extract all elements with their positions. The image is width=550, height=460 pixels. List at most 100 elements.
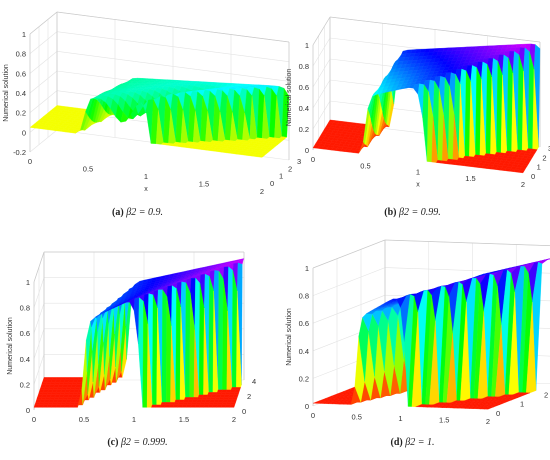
z-tick-label: 0.2 <box>20 380 30 389</box>
x-tick-label: 0 <box>32 415 36 424</box>
z-tick-label: 0.6 <box>299 319 309 328</box>
grid-line <box>56 51 290 82</box>
x-tick-label: 1 <box>416 168 420 177</box>
x-tick-label: 1.5 <box>465 174 475 183</box>
z-tick-label: 1 <box>22 30 26 39</box>
surface-patch <box>231 397 238 401</box>
z-tick-label: 0 <box>22 128 26 137</box>
z-tick-label: 0.8 <box>20 304 30 313</box>
z-axis-label: Numerical solution <box>286 69 293 127</box>
axis-edge <box>29 11 58 35</box>
z-axis-label: Numerical solution <box>286 308 293 366</box>
grid-line <box>312 79 331 109</box>
y-tick-label: 3 <box>297 157 301 166</box>
grid-line <box>312 100 331 130</box>
z-tick-label: 0 <box>305 146 309 155</box>
caption-c: (c) β2 = 0.999. <box>0 437 275 448</box>
z-tick-label: 1 <box>305 41 309 50</box>
y-tick-label: 0 <box>242 407 246 416</box>
z-tick-label: 0.4 <box>299 104 309 113</box>
y-tick-label: 0 <box>270 179 274 188</box>
z-tick-label: 1 <box>305 264 309 273</box>
z-tick-label: 0 <box>305 402 309 411</box>
y-tick-label: 3 <box>548 144 550 153</box>
x-tick-label: 2 <box>486 417 490 426</box>
surface-patch <box>233 392 240 396</box>
grid-line <box>29 129 58 153</box>
x-tick-label: 1 <box>132 415 136 424</box>
z-axis-label: Numerical solution <box>3 64 10 122</box>
y-tick-label: 1 <box>537 163 541 172</box>
surface-plot-a: 00.511.520123-0.200.20.40.60.81Numerical… <box>3 11 301 196</box>
x-tick-label: 0 <box>311 155 315 164</box>
caption-expr-c: β2 = 0.999. <box>120 437 168 448</box>
axis-edge <box>33 251 45 283</box>
grid-line <box>29 51 58 74</box>
subplot-a: 0 0.5 1 1.5 2 0 1 2 3 -0.2 0 0.2 0.4 0.6 0.8 1 Numerical… <box>0 0 301 230</box>
x-tick-label: 2 <box>232 415 236 424</box>
grid-line <box>312 294 386 324</box>
y-tick-label: 2 <box>542 153 546 162</box>
z-tick-label: -0.2 <box>13 148 26 157</box>
z-tick-label: 0.8 <box>299 292 309 301</box>
surface-patch <box>484 406 495 410</box>
x-tick-label: 0 <box>311 411 315 420</box>
caption-label-d: (d) <box>390 437 403 448</box>
grid-line <box>29 90 58 113</box>
axis-edge <box>384 239 550 247</box>
y-tick-label: 1 <box>279 172 283 181</box>
x-tick-label: 0 <box>28 157 32 166</box>
caption-label-a: (a) <box>112 207 124 218</box>
z-tick-label: 1 <box>26 278 30 287</box>
axis-edge <box>312 16 331 46</box>
axis-edge <box>312 239 386 269</box>
surface-patch <box>235 387 241 391</box>
z-tick-label: 0.2 <box>299 374 309 383</box>
x-axis-label: x <box>144 186 148 193</box>
surface-patch <box>232 394 239 398</box>
x-tick-label: 0.5 <box>352 413 362 422</box>
x-tick-label: 2 <box>260 187 264 196</box>
z-tick-label: 0.2 <box>16 109 26 118</box>
x-tick-label: 1.5 <box>179 415 189 424</box>
z-tick-label: 0.6 <box>20 329 30 338</box>
surface <box>29 77 290 158</box>
surface-patch <box>231 399 237 403</box>
axis-edge <box>56 11 290 43</box>
tick-labels: 00.511.520123-0.200.20.40.60.81Numerical… <box>3 30 301 196</box>
surface-patch <box>229 404 236 408</box>
surface-patch <box>230 402 236 406</box>
z-tick-label: 0 <box>26 406 30 415</box>
caption-b: (b) β2 = 0.99. <box>275 207 550 218</box>
surface <box>33 258 245 408</box>
y-tick-label: 2 <box>288 164 292 173</box>
x-tick-label: 1.5 <box>439 416 449 425</box>
z-tick-label: 0.4 <box>16 89 26 98</box>
caption-label-c: (c) <box>107 437 119 448</box>
axes-walls <box>29 11 290 161</box>
z-tick-label: 0.4 <box>20 355 30 364</box>
grid-line <box>312 58 331 88</box>
caption-d: (d) β2 = 1. <box>275 437 550 448</box>
z-tick-label: 0.6 <box>16 69 26 78</box>
y-tick-label: 2 <box>247 392 251 401</box>
subplot-c: 0 0.5 1 1.5 2 0 2 4 0 0.2 0.4 0.6 0.8 1 Numerical solu… <box>0 230 275 460</box>
x-axis-label: x <box>416 182 420 189</box>
y-tick-label: 2 <box>544 390 548 399</box>
x-tick-label: 1.5 <box>199 180 209 189</box>
grid-line <box>29 70 58 94</box>
caption-expr-b: β2 = 0.99. <box>399 207 441 218</box>
x-tick-label: 0.5 <box>83 165 93 174</box>
caption-a: (a) β2 = 0.9. <box>0 207 275 218</box>
z-tick-label: 0.4 <box>299 347 309 356</box>
x-tick-label: 0.5 <box>79 415 89 424</box>
